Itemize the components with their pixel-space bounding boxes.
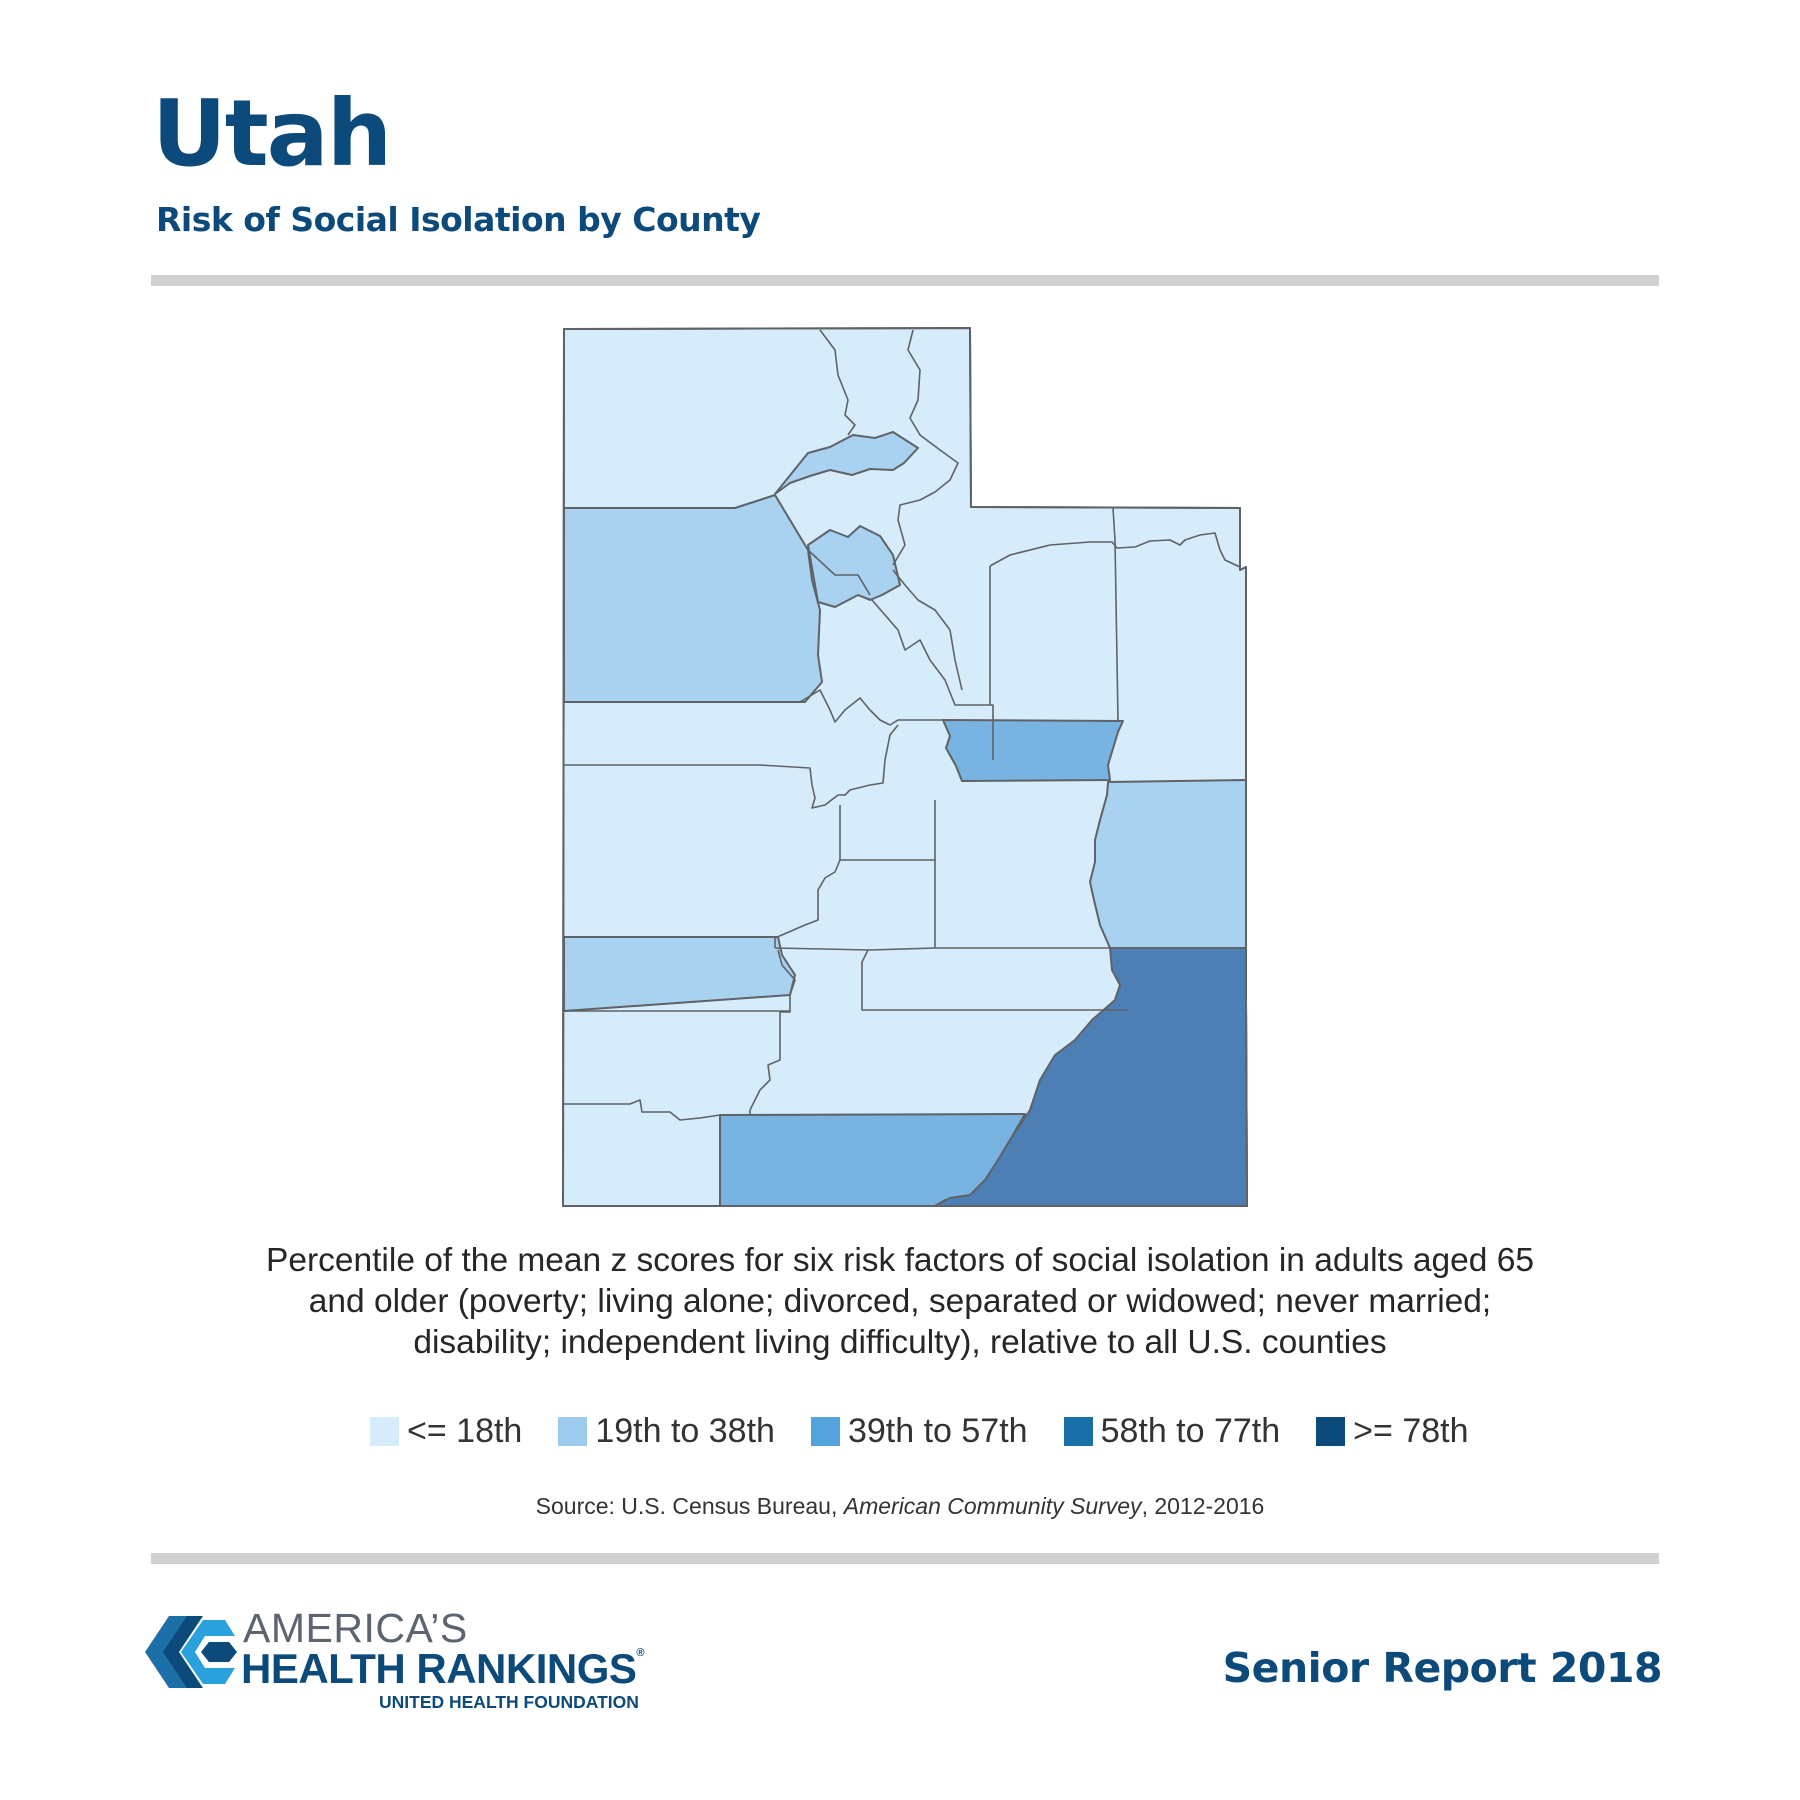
source-suffix: , 2012-2016 [1141, 1493, 1265, 1519]
legend: <= 18th 19th to 38th 39th to 57th 58th t… [370, 1412, 1469, 1451]
legend-item: 19th to 38th [558, 1412, 775, 1451]
source-note: Source: U.S. Census Bureau, American Com… [0, 1493, 1800, 1520]
county-davis [774, 431, 919, 495]
legend-swatch [1316, 1417, 1346, 1446]
page-title: Utah [152, 80, 392, 187]
county-salt-lake [807, 525, 901, 608]
legend-swatch [1063, 1417, 1093, 1446]
legend-item: 39th to 57th [810, 1412, 1028, 1451]
legend-label: 19th to 38th [595, 1412, 775, 1450]
legend-swatch [810, 1417, 840, 1446]
county-boundaries [564, 329, 1241, 1121]
source-publication: American Community Survey [843, 1493, 1142, 1519]
legend-swatch [370, 1417, 399, 1446]
top-divider [151, 275, 1659, 286]
county-grand [1089, 779, 1247, 949]
legend-item: 58th to 77th [1063, 1412, 1281, 1451]
logo-line2: HEALTH RANKINGS® [241, 1648, 644, 1690]
logo-diamond-icon [145, 1616, 237, 1688]
map-description: Percentile of the mean z scores for six … [265, 1242, 1535, 1361]
source-prefix: Source: U.S. Census Bureau, [535, 1493, 844, 1519]
legend-label: <= 18th [407, 1412, 523, 1450]
legend-label: 58th to 77th [1100, 1412, 1281, 1450]
legend-label: >= 78th [1353, 1412, 1469, 1450]
logo-line1: AMERICA’S [243, 1605, 468, 1651]
legend-item: <= 18th [370, 1412, 522, 1451]
page-subtitle: Risk of Social Isolation by County [156, 200, 761, 239]
registered-mark: ® [636, 1647, 644, 1659]
state-border [562, 327, 1248, 1207]
report-title: Senior Report 2018 [1222, 1644, 1663, 1692]
county-carbon [942, 719, 1124, 782]
legend-item: >= 78th [1316, 1412, 1469, 1451]
logo-line3: UNITED HEALTH FOUNDATION [379, 1692, 639, 1712]
bottom-divider [151, 1553, 1659, 1564]
americas-health-rankings-logo: AMERICA’S HEALTH RANKINGS® UNITED HEALTH… [145, 1608, 665, 1718]
county-tooele [563, 494, 823, 703]
legend-swatch [558, 1417, 588, 1446]
legend-label: 39th to 57th [847, 1412, 1028, 1450]
logo-name: HEALTH RANKINGS [241, 1645, 637, 1692]
